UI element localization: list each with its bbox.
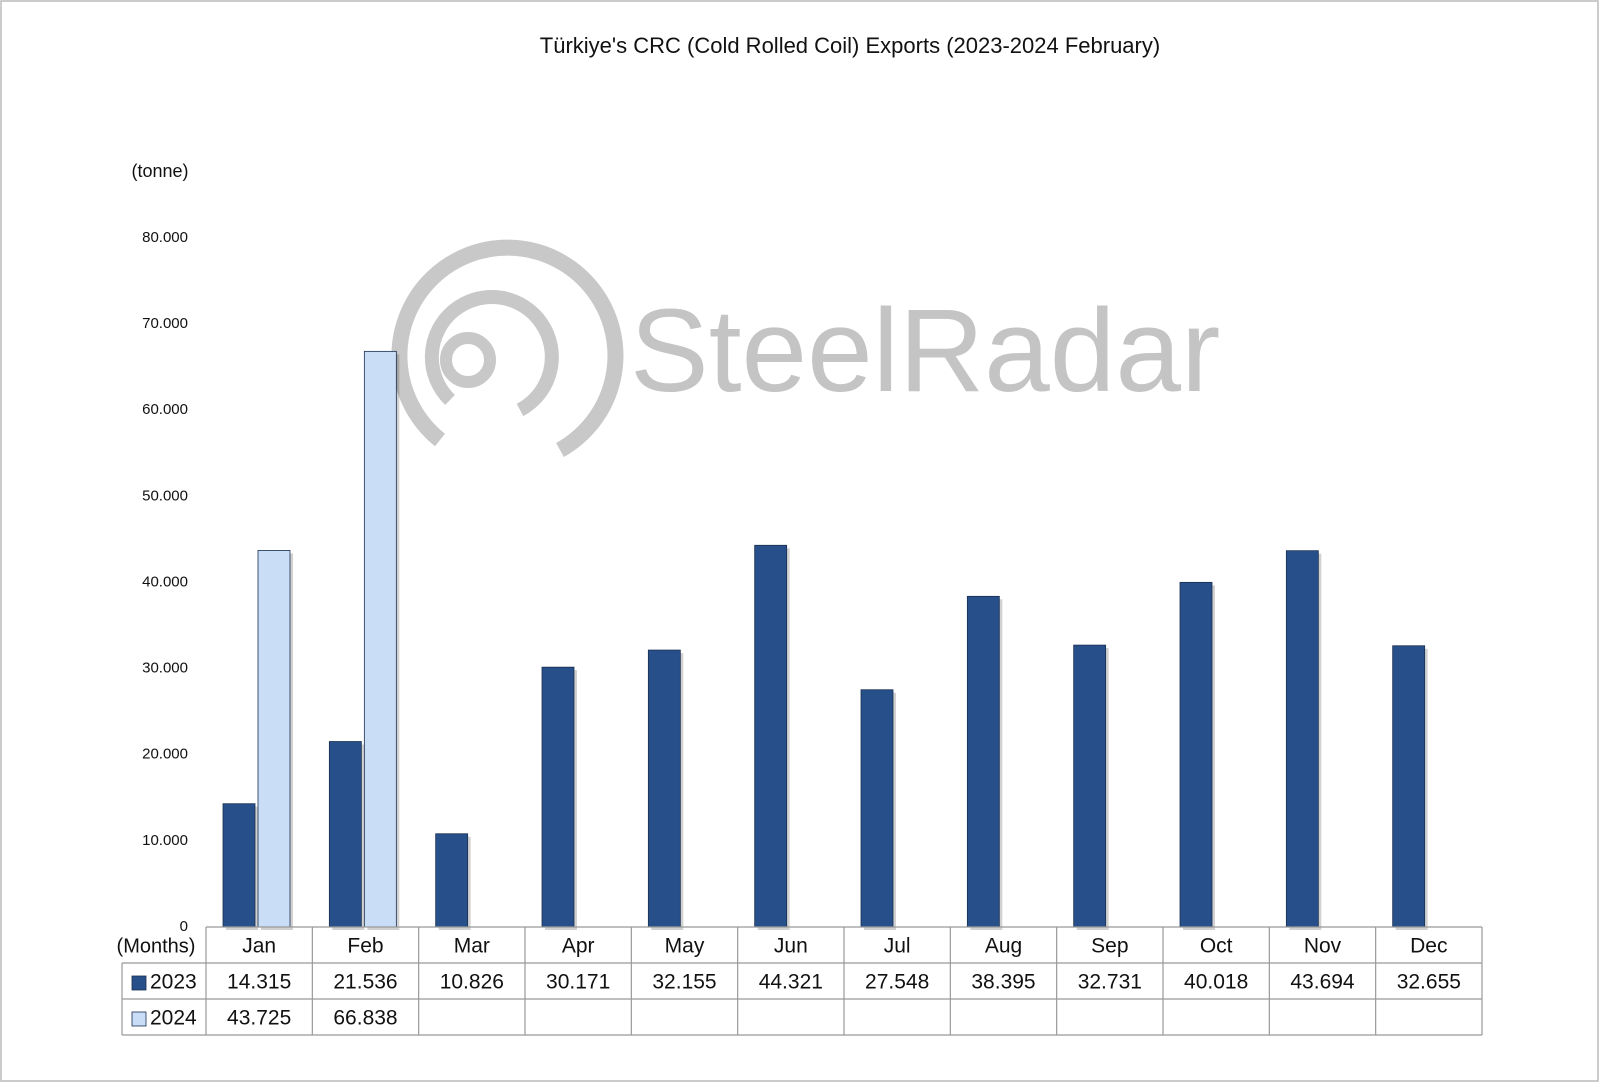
bar — [860, 689, 894, 928]
bar — [222, 803, 256, 928]
x-tick-label: Feb — [347, 935, 383, 958]
x-tick-label: Jan — [242, 935, 276, 958]
table-value: 21.536 — [333, 971, 397, 994]
bar — [1285, 550, 1319, 928]
table-value: 66.838 — [333, 1007, 397, 1030]
table-value: 43.725 — [227, 1007, 291, 1030]
bar — [435, 833, 469, 928]
bar — [966, 595, 1000, 928]
bar — [257, 550, 291, 928]
x-tick-label: Apr — [562, 935, 595, 958]
bar — [647, 649, 681, 928]
watermark: SteelRadar — [630, 285, 1220, 417]
y-tick-label: 60.000 — [142, 401, 188, 418]
y-tick-label: 30.000 — [142, 660, 188, 677]
bar — [363, 350, 397, 928]
table-value: 40.018 — [1184, 971, 1248, 994]
table-value: 32.731 — [1078, 971, 1142, 994]
bar — [541, 666, 575, 928]
chart-title: Türkiye's CRC (Cold Rolled Coil) Exports… — [540, 33, 1160, 58]
x-tick-label: Dec — [1410, 935, 1447, 958]
x-tick-label: Jun — [774, 935, 808, 958]
x-tick-label: Jul — [884, 935, 911, 958]
table-value: 14.315 — [227, 971, 291, 994]
legend-label: 2023 — [150, 971, 197, 994]
bar — [1073, 644, 1107, 928]
y-tick-label: 20.000 — [142, 746, 188, 763]
table-value: 44.321 — [759, 971, 823, 994]
y-tick-label: 70.000 — [142, 315, 188, 332]
legend-key — [131, 975, 147, 991]
table-value: 43.694 — [1290, 971, 1355, 994]
table-value: 38.395 — [971, 971, 1035, 994]
y-tick-label: 80.000 — [142, 229, 188, 246]
bar — [1392, 645, 1426, 928]
table-value: 10.826 — [440, 971, 504, 994]
x-tick-label: Nov — [1304, 935, 1342, 958]
x-tick-label: May — [665, 935, 705, 958]
bar — [1179, 581, 1213, 928]
table-value: 32.155 — [652, 971, 716, 994]
legend-label: 2024 — [150, 1007, 197, 1030]
y-tick-label: 40.000 — [142, 573, 188, 590]
table-value: 30.171 — [546, 971, 610, 994]
legend-key — [131, 1011, 147, 1027]
x-tick-label: Mar — [454, 935, 490, 958]
bar — [328, 741, 362, 928]
bar — [754, 544, 788, 928]
table-value: 27.548 — [865, 971, 929, 994]
y-tick-label: 10.000 — [142, 832, 188, 849]
table-value: 32.655 — [1397, 971, 1461, 994]
x-axis-label: (Months) — [117, 935, 196, 957]
y-tick-label: 0 — [180, 918, 188, 935]
y-axis-label: (tonne) — [131, 161, 188, 181]
x-tick-label: Aug — [985, 935, 1022, 958]
y-tick-label: 50.000 — [142, 487, 188, 504]
x-tick-label: Sep — [1091, 935, 1128, 958]
x-tick-label: Oct — [1200, 935, 1233, 958]
watermark-logo — [391, 239, 624, 457]
